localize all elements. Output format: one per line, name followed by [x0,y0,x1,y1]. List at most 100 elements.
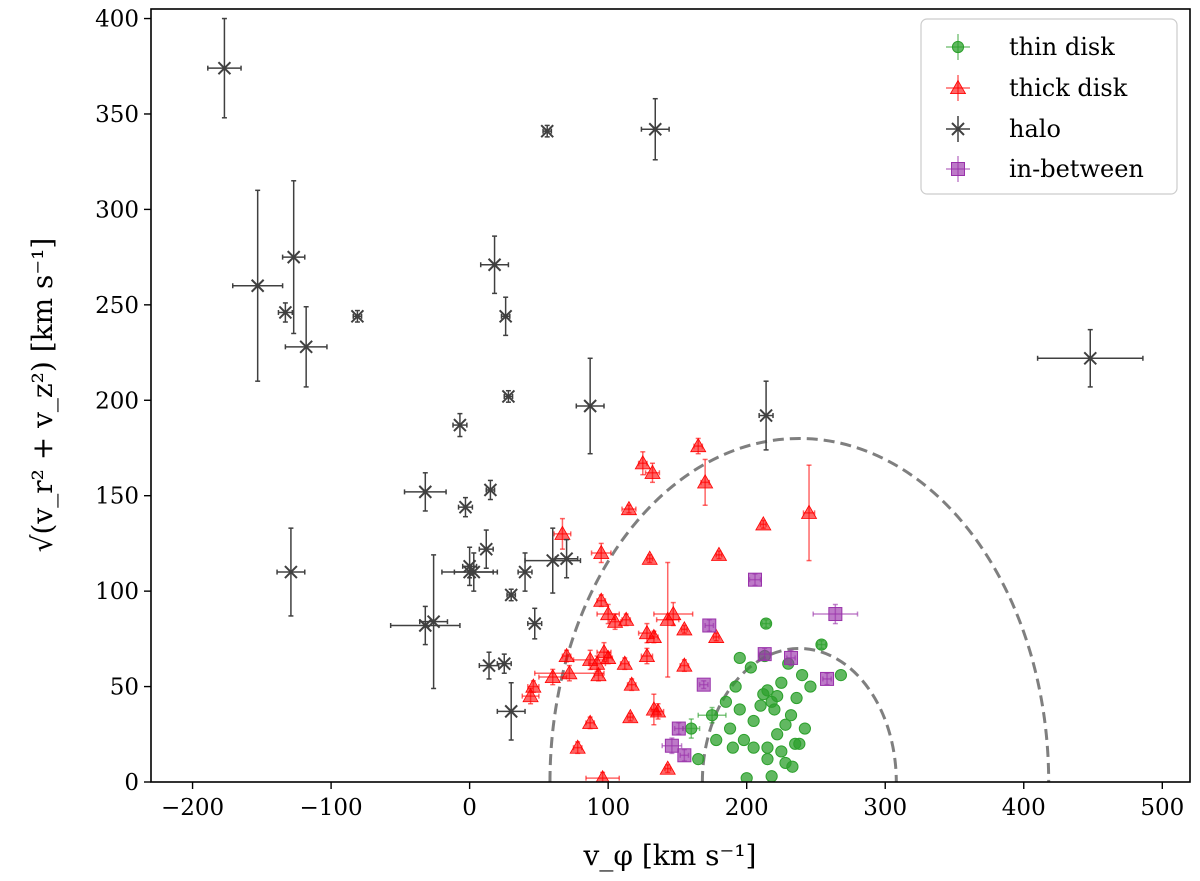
thick-disk-point [641,550,658,565]
thin-disk-marker [685,722,698,735]
halo-marker-shape [350,309,365,323]
thick-disk-point [593,592,610,608]
halo-marker [458,500,473,514]
thick-disk-marker-shape [569,739,586,754]
thick-disk-marker-shape [696,474,714,489]
thin-disk-point [775,745,788,758]
thin-disk-marker [798,722,811,735]
thin-disk-marker [771,728,784,741]
halo-point [478,529,494,569]
thin-disk-marker [754,699,767,712]
halo-marker [483,483,498,497]
halo-point [350,309,365,323]
thick-disk-point [634,451,651,476]
thin-disk-point [729,680,742,693]
thick-disk-point [585,769,620,782]
thin-disk-marker [761,741,774,754]
halo-point [453,552,494,592]
thin-disk-marker-shape [729,680,742,693]
legend-marker-shape [949,79,967,95]
thin-disk-marker-shape [779,718,792,731]
thin-disk-marker [779,718,792,731]
thin-disk-point [737,733,751,747]
in-between-marker [820,671,835,686]
halo-marker [759,408,773,423]
halo-point [496,653,512,674]
marker-layer [207,17,1144,782]
halo-marker-shape [504,704,518,719]
in-between-point [812,603,859,625]
thin-disk-marker-shape [815,638,828,651]
thin-disk-point [754,699,767,712]
thin-disk-marker-shape [761,752,774,766]
in-between-marker-shape [748,572,763,587]
in-between-marker-shape [828,607,843,622]
y-tick-label: 400 [95,7,139,33]
thin-disk-marker [710,733,723,747]
thin-disk-marker-shape [754,699,767,712]
halo-point [389,605,461,646]
halo-marker-shape [559,551,574,566]
halo-marker [284,565,298,579]
thick-disk-marker [638,647,656,663]
thick-disk-marker-shape [676,657,693,672]
thin-disk-marker [834,669,847,682]
halo-marker-shape [418,485,433,499]
thick-disk-point [525,678,542,694]
thin-disk-point [765,770,778,782]
in-between-point [784,649,799,667]
in-between-marker-shape [671,721,686,736]
thick-disk-marker-shape [599,605,617,621]
thin-disk-point [744,661,757,674]
legend: thin disk thick disk halo in-between [920,18,1178,195]
thick-disk-marker [617,611,635,626]
thick-disk-marker-shape [558,647,575,663]
thick-disk-point [590,666,607,682]
thin-disk-point [768,703,781,716]
thick-disk-marker [696,474,714,489]
in-between-marker [702,618,717,633]
halo-marker [528,616,542,631]
thick-disk-marker [690,437,707,453]
in-between-marker-shape [702,618,717,633]
thick-disk-marker-shape [641,550,658,565]
thin-disk-marker-shape [796,669,809,682]
thick-disk-marker [616,655,633,670]
halo-point [758,380,774,451]
thin-disk-marker-shape [804,680,817,693]
thin-disk-marker [726,741,739,754]
halo-marker-shape [498,309,513,323]
thin-disk-marker-shape [775,676,788,689]
legend-symbol-halo [946,116,970,142]
thick-disk-marker-shape [544,668,561,684]
thick-disk-marker [665,605,682,621]
thin-disk-marker [784,709,798,722]
thin-disk-marker [692,752,705,766]
halo-marker [299,340,313,354]
halo-marker-shape [759,408,773,423]
thin-disk-marker-shape [733,703,746,716]
thick-disk-marker-shape [581,651,599,666]
thin-disk-marker [775,745,788,758]
thin-disk-point [747,741,760,754]
thick-disk-marker-shape [665,605,682,621]
thin-disk-marker-shape [765,770,778,782]
y-axis-label: √(v_r² + v_z²) [km s⁻¹] [26,238,59,553]
halo-marker [648,122,662,136]
thin-disk-point [784,709,798,722]
thin-disk-point [740,772,753,782]
halo-marker [278,305,293,320]
thick-disk-marker-shape [593,544,610,559]
legend-entry-thick-disk: thick disk [946,74,1128,102]
y-tick-label: 200 [95,388,139,414]
in-between-marker-shape [677,748,692,763]
thick-disk-marker-shape [690,437,707,453]
thick-disk-point [623,676,640,692]
halo-marker [426,614,441,629]
in-between-point [661,737,683,755]
in-between-marker-shape [757,647,772,662]
thick-disk-marker-shape [710,546,728,561]
thick-disk-point [581,714,599,730]
thick-disk-point [755,516,772,531]
